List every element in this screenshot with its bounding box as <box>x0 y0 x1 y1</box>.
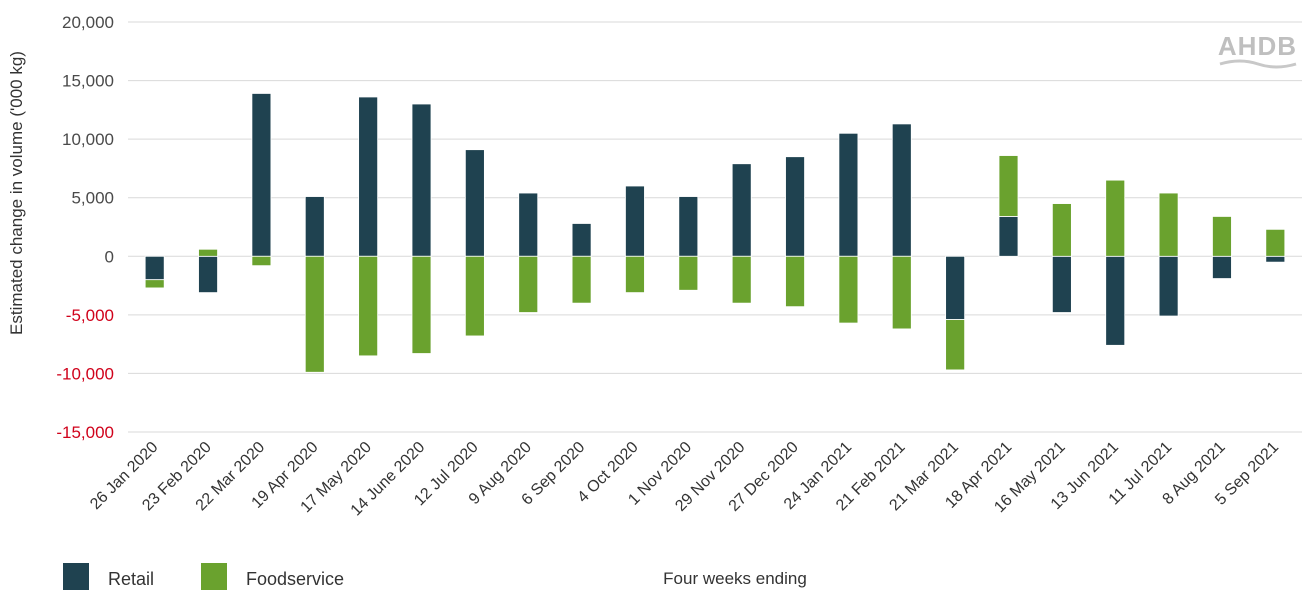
bar-foodservice <box>891 255 912 330</box>
bars <box>144 93 1286 373</box>
bar-foodservice <box>1212 216 1232 257</box>
bar-retail <box>891 123 912 257</box>
bar-foodservice <box>625 255 645 293</box>
bar-retail <box>1105 255 1126 346</box>
legend-swatch-foodservice <box>201 563 227 590</box>
bar-foodservice <box>144 279 165 289</box>
bar-retail <box>571 223 592 257</box>
y-tick-label: 5,000 <box>71 189 114 208</box>
ahdb-logo: AHDB <box>1218 31 1297 69</box>
legend-swatch-retail <box>63 563 89 590</box>
bar-retail <box>251 93 272 257</box>
bar-retail <box>945 255 966 320</box>
bar-foodservice <box>785 255 805 308</box>
bar-foodservice <box>1105 179 1126 257</box>
gridlines <box>128 21 1302 433</box>
bar-retail <box>678 196 699 257</box>
bar-retail <box>518 192 539 257</box>
y-axis-title: Estimated change in volume ('000 kg) <box>7 51 26 335</box>
bar-foodservice <box>518 255 539 313</box>
bar-retail <box>304 196 325 257</box>
bar-foodservice <box>998 155 1019 217</box>
bar-foodservice <box>464 255 485 337</box>
bar-retail <box>1158 255 1179 317</box>
bar-retail <box>144 255 165 281</box>
bar-retail <box>464 149 485 257</box>
y-axis-ticks: 20,000 15,000 10,000 5,000 0 -5,000 -10,000 -15… <box>56 13 114 442</box>
y-tick-label: -15,000 <box>56 423 114 442</box>
bar-foodservice <box>304 255 325 373</box>
bar-retail <box>358 96 379 257</box>
bar-retail <box>411 103 432 257</box>
y-tick-label: -5,000 <box>66 306 114 325</box>
bar-retail <box>1051 255 1072 313</box>
bar-foodservice <box>678 255 699 291</box>
bar-foodservice <box>198 248 218 257</box>
bar-retail <box>785 156 805 257</box>
legend: Retail Foodservice <box>63 563 344 590</box>
bar-retail <box>838 132 859 257</box>
bar-retail <box>625 185 645 257</box>
x-axis-title: Four weeks ending <box>663 569 807 588</box>
bar-foodservice <box>571 255 592 304</box>
bar-foodservice <box>1265 228 1286 257</box>
legend-label-foodservice: Foodservice <box>246 569 344 589</box>
bar-foodservice <box>1051 203 1072 257</box>
bar-retail <box>198 255 218 293</box>
y-tick-label: 15,000 <box>62 72 114 91</box>
legend-label-retail: Retail <box>108 569 154 589</box>
bar-retail <box>1265 255 1286 263</box>
bar-foodservice <box>838 255 859 324</box>
bar-foodservice <box>411 255 432 354</box>
bar-retail <box>731 163 752 257</box>
y-tick-label: 0 <box>105 247 114 266</box>
bar-foodservice <box>251 255 272 267</box>
bar-foodservice <box>358 255 379 357</box>
y-tick-label: 20,000 <box>62 13 114 32</box>
y-tick-label: -10,000 <box>56 364 114 383</box>
bar-retail <box>998 216 1019 257</box>
bar-foodservice <box>731 255 752 304</box>
y-tick-label: 10,000 <box>62 130 114 149</box>
bar-foodservice <box>945 319 966 371</box>
bar-retail <box>1212 255 1232 279</box>
logo-text: AHDB <box>1218 31 1297 61</box>
bar-foodservice <box>1158 192 1179 257</box>
